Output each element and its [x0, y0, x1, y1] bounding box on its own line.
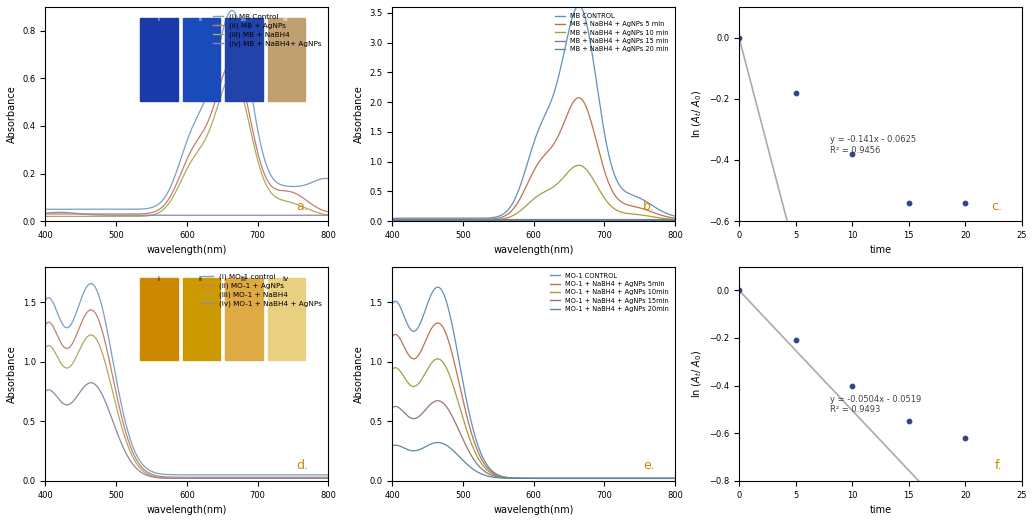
Text: a.: a. — [297, 199, 308, 212]
Point — [731, 286, 748, 294]
X-axis label: wavelength(nm): wavelength(nm) — [147, 505, 227, 515]
Text: f.: f. — [995, 459, 1002, 472]
Text: y = -0.141x - 0.0625
R² = 0.9456: y = -0.141x - 0.0625 R² = 0.9456 — [829, 135, 916, 155]
Text: d.: d. — [297, 459, 308, 472]
X-axis label: time: time — [870, 505, 891, 515]
Point — [787, 336, 803, 345]
Y-axis label: Absorbance: Absorbance — [354, 85, 364, 143]
Legend: (i) MB Control, (ii) MB + AgNPs, (iii) MB + NaBH4, (iv) MB + NaBH4+ AgNPs: (i) MB Control, (ii) MB + AgNPs, (iii) M… — [210, 10, 325, 50]
Point — [901, 417, 917, 425]
Text: y = -0.0504x - 0.0519
R² = 0.9493: y = -0.0504x - 0.0519 R² = 0.9493 — [829, 395, 920, 414]
Point — [844, 150, 860, 158]
X-axis label: wavelength(nm): wavelength(nm) — [493, 245, 574, 255]
Point — [731, 33, 748, 42]
Legend: MO-1 CONTROL, MO-1 + NaBH4 + AgNPs 5min, MO-1 + NaBH4 + AgNPs 10min, MO-1 + NaBH: MO-1 CONTROL, MO-1 + NaBH4 + AgNPs 5min,… — [547, 270, 672, 315]
Legend: MB CONTROL, MB + NaBH4 + AgNPs 5 min, MB + NaBH4 + AgNPs 10 min, MB + NaBH4 + Ag: MB CONTROL, MB + NaBH4 + AgNPs 5 min, MB… — [552, 10, 672, 55]
Point — [844, 382, 860, 390]
Point — [901, 199, 917, 207]
Point — [787, 88, 803, 97]
Y-axis label: Absorbance: Absorbance — [7, 345, 18, 402]
Y-axis label: Absorbance: Absorbance — [7, 85, 17, 143]
Text: c.: c. — [991, 199, 1002, 212]
Y-axis label: Absorbance: Absorbance — [354, 345, 364, 402]
Y-axis label: ln ($A_t$/ $A_0$): ln ($A_t$/ $A_0$) — [690, 90, 703, 138]
Legend: (i) MO-1 control, (ii) MO-1 + AgNPs, (iii) MO-1 + NaBH4, (iv) MO-1 + NaBH4 + AgN: (i) MO-1 control, (ii) MO-1 + AgNPs, (ii… — [200, 270, 325, 310]
Text: b.: b. — [643, 199, 656, 212]
Y-axis label: ln ($A_t$/ $A_0$): ln ($A_t$/ $A_0$) — [690, 350, 703, 398]
Point — [957, 199, 974, 207]
X-axis label: wavelength(nm): wavelength(nm) — [147, 245, 227, 255]
Point — [957, 434, 974, 442]
Text: e.: e. — [643, 459, 656, 472]
X-axis label: wavelength(nm): wavelength(nm) — [493, 505, 574, 515]
X-axis label: time: time — [870, 245, 891, 255]
